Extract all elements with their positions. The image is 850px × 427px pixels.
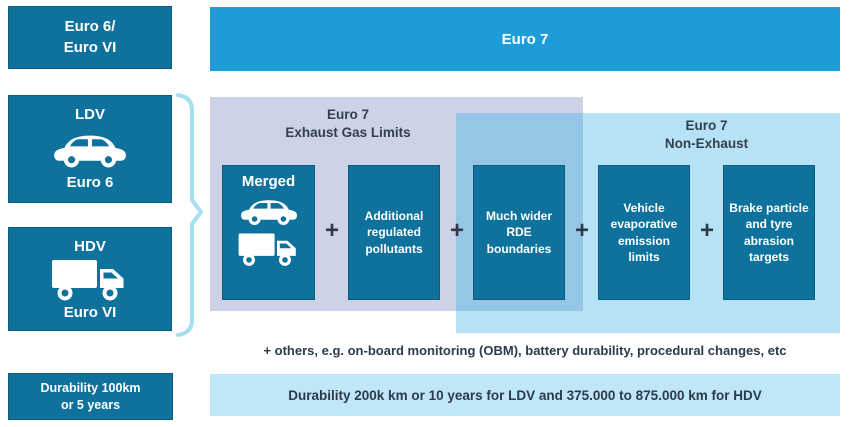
new-durability-bar: Durability 200k km or 10 years for LDV a… — [210, 374, 840, 416]
old-durability-box: Durability 100km or 5 years — [8, 373, 173, 420]
hdv-standard-label: Euro VI — [63, 304, 117, 322]
evaporative-limits-box: Vehicle evaporative emission limits — [598, 165, 690, 300]
legacy-standard-label: Euro 6/ Euro VI — [63, 18, 117, 56]
plus-icon: + — [449, 217, 464, 244]
additional-pollutants-label: Additional regulated pollutants — [364, 209, 424, 256]
non-exhaust-panel-heading: Euro 7 Non-Exhaust — [664, 118, 749, 151]
brake-tyre-box: Brake particle and tyre abrasion targets — [723, 165, 815, 300]
evaporative-limits-label: Vehicle evaporative emission limits — [610, 201, 678, 264]
car-icon — [53, 129, 127, 170]
hdv-label: HDV — [74, 238, 106, 255]
euro7-header-bar: Euro 7 — [210, 7, 840, 71]
rde-boundaries-box: Much wider RDE boundaries — [473, 165, 565, 300]
euro7-title: Euro 7 — [501, 30, 549, 48]
old-durability-label: Durability 100km or 5 years — [40, 380, 141, 412]
ldv-box: LDV Euro 6 — [8, 95, 172, 203]
ldv-standard-label: Euro 6 — [66, 173, 114, 191]
hdv-box: HDV Euro VI — [8, 227, 172, 331]
rde-boundaries-label: Much wider RDE boundaries — [485, 209, 552, 256]
plus-icon: + — [699, 217, 714, 244]
plus-icon: + — [574, 217, 589, 244]
exhaust-panel-heading: Euro 7 Exhaust Gas Limits — [285, 107, 411, 140]
additional-pollutants-box: Additional regulated pollutants — [348, 165, 440, 300]
brake-tyre-label: Brake particle and tyre abrasion targets — [729, 201, 809, 264]
truck-icon — [50, 257, 130, 303]
brace-icon — [170, 92, 204, 338]
plus-icon: + — [324, 217, 339, 244]
ldv-label: LDV — [75, 106, 105, 123]
legacy-standard-box: Euro 6/ Euro VI — [8, 6, 172, 69]
car-icon — [240, 195, 298, 227]
merged-label: Merged — [241, 173, 296, 190]
new-durability-label: Durability 200k km or 10 years for LDV a… — [288, 387, 762, 403]
others-footnote: + others, e.g. on-board monitoring (OBM)… — [263, 343, 787, 358]
merged-box: Merged — [222, 165, 315, 300]
truck-icon — [237, 231, 301, 268]
